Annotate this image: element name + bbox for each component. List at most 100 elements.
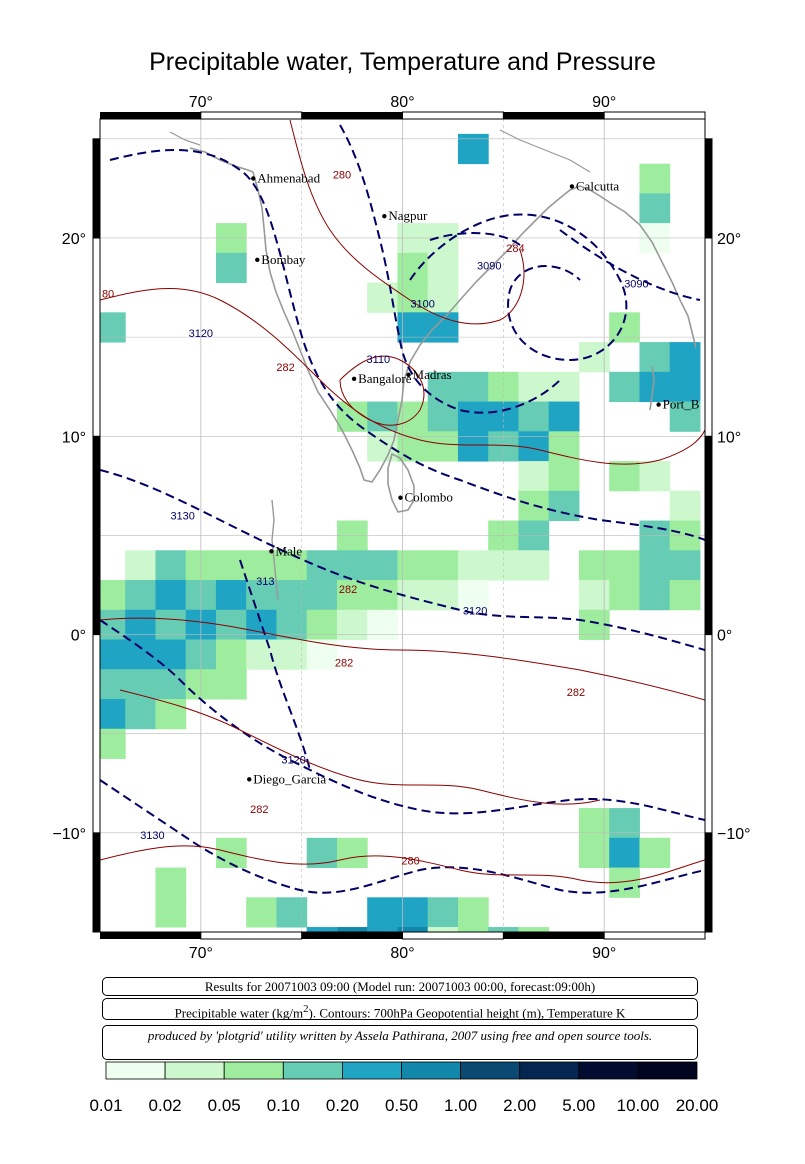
legend-swatch — [164, 1061, 225, 1080]
frame-bar — [402, 111, 504, 120]
frame-bar — [704, 237, 713, 437]
precip-cell — [639, 163, 671, 194]
precip-cell — [246, 550, 277, 581]
precip-cell — [367, 550, 398, 581]
precip-cell — [397, 550, 429, 581]
contours-text-sup: 2 — [303, 1003, 309, 1015]
precip-cell — [548, 371, 580, 403]
andaman-islands — [649, 365, 655, 411]
contour-label: 284 — [506, 243, 524, 255]
frame-bar — [704, 138, 713, 239]
legend-tick-label: 0.05 — [207, 1096, 241, 1115]
legend-tick-label: 2.00 — [503, 1096, 537, 1115]
precip-cell — [336, 837, 368, 869]
contour-label: 282 — [276, 362, 294, 374]
sri-lanka-coast — [387, 452, 415, 513]
frame-bar — [402, 931, 504, 940]
contour-label: 282 — [335, 657, 353, 669]
precip-cell — [367, 927, 398, 932]
contours — [100, 119, 705, 894]
contour-label: 3100 — [410, 298, 434, 310]
precip-cell — [397, 252, 429, 284]
credits-info-box: produced by 'plotgrid' utility written b… — [102, 1025, 698, 1060]
frame-bar — [200, 111, 303, 120]
precip-cell — [100, 669, 126, 700]
frame-bar — [503, 932, 605, 939]
temperature-contour — [100, 845, 705, 884]
geopotential-contour — [100, 619, 705, 821]
city-label: Male — [275, 543, 302, 558]
temperature-contour — [119, 689, 601, 805]
lat-tick-label-right: 20° — [717, 231, 741, 248]
city-label: Madras — [413, 367, 452, 382]
precip-cell — [397, 312, 429, 343]
precip-cell — [639, 461, 671, 492]
precip-cell — [155, 580, 187, 611]
legend-tick-label: 0.02 — [148, 1096, 182, 1115]
contour-label: 280 — [333, 169, 351, 181]
precip-cell — [518, 461, 550, 492]
city-marker — [406, 372, 411, 377]
precip-cell — [100, 580, 126, 611]
city-marker — [656, 402, 661, 407]
precip-cell — [457, 431, 489, 462]
geopotential-contour — [339, 124, 561, 414]
precip-cell — [457, 927, 489, 932]
contour-labels: 280 284 3090 3090 3100 3110 3120 282 80 3130 313 28… — [102, 169, 649, 867]
frame-bar — [92, 634, 101, 834]
precip-cell — [397, 431, 429, 462]
temperature-contour — [339, 355, 425, 426]
precip-cell — [578, 580, 610, 611]
lat-tick-label-right: 10° — [717, 429, 741, 446]
legend-swatch — [401, 1061, 461, 1080]
lon-tick-label-top: 80° — [390, 94, 414, 111]
frame-bar — [92, 237, 101, 437]
precip-cell — [669, 550, 701, 581]
precip-cell — [125, 550, 156, 581]
precip-cell — [155, 550, 187, 581]
contour-label: 3090 — [477, 261, 501, 273]
precip-cell — [215, 580, 247, 611]
precip-cell — [639, 837, 671, 869]
precip-cell — [155, 609, 187, 641]
geopotential-contour — [239, 559, 311, 771]
legend-tick-label: 0.20 — [325, 1096, 359, 1115]
legend-tick-label: 0.50 — [384, 1096, 419, 1115]
legend-tick-label: 1.00 — [444, 1096, 478, 1115]
precip-cell — [306, 580, 338, 611]
contour-label: 282 — [567, 687, 585, 699]
lon-tick-label-top: 90° — [592, 94, 616, 111]
precip-cell — [457, 550, 489, 581]
precip-cell — [457, 133, 489, 165]
lon-tick-label-bottom: 70° — [189, 945, 213, 962]
precip-cell — [669, 371, 701, 403]
precip-cell — [367, 431, 398, 462]
precip-cell — [427, 252, 459, 284]
precip-cell — [125, 669, 156, 700]
city-marker — [351, 376, 357, 381]
frame-bar — [92, 138, 101, 239]
legend-tick-label: 0.10 — [266, 1096, 300, 1115]
precip-cell — [276, 897, 308, 928]
precip-cell — [578, 342, 610, 373]
india-coast — [252, 171, 613, 483]
precip-cell — [427, 401, 459, 432]
legend-swatch — [519, 1061, 580, 1080]
precip-cell — [639, 550, 671, 581]
precip-cells — [100, 133, 701, 932]
precip-cell — [367, 282, 398, 313]
precip-cell — [215, 252, 247, 284]
precip-cell — [639, 580, 671, 611]
lon-tick-label-top: 70° — [189, 94, 213, 111]
precip-cell — [155, 639, 187, 670]
precip-cell — [306, 550, 338, 581]
precip-cell — [155, 867, 187, 898]
city-label: Diego_Garcia — [253, 771, 326, 786]
precip-cell — [639, 193, 671, 224]
precip-cell — [276, 639, 308, 670]
axis-tick-labels: 70° 70° 80° 80° 90° 90° 20° 20° 10° 10° 0° 0° −10° −1… — [52, 94, 750, 962]
precip-cell — [578, 550, 610, 581]
frame-bar — [704, 832, 713, 933]
city-marker — [255, 257, 260, 262]
frame-bar — [200, 931, 303, 940]
